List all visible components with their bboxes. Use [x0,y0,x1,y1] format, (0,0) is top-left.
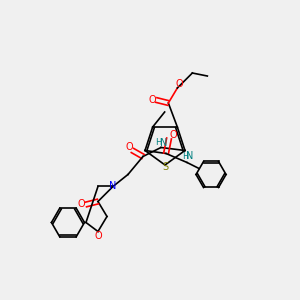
Text: N: N [160,138,168,148]
Text: O: O [170,130,177,140]
Text: O: O [78,200,85,209]
Text: H: H [182,152,189,161]
Text: N: N [186,152,194,161]
Text: N: N [109,182,117,191]
Text: O: O [175,79,183,88]
Text: O: O [94,231,102,241]
Text: H: H [155,139,161,148]
Text: S: S [162,161,168,172]
Text: O: O [148,95,156,105]
Text: O: O [125,142,133,152]
